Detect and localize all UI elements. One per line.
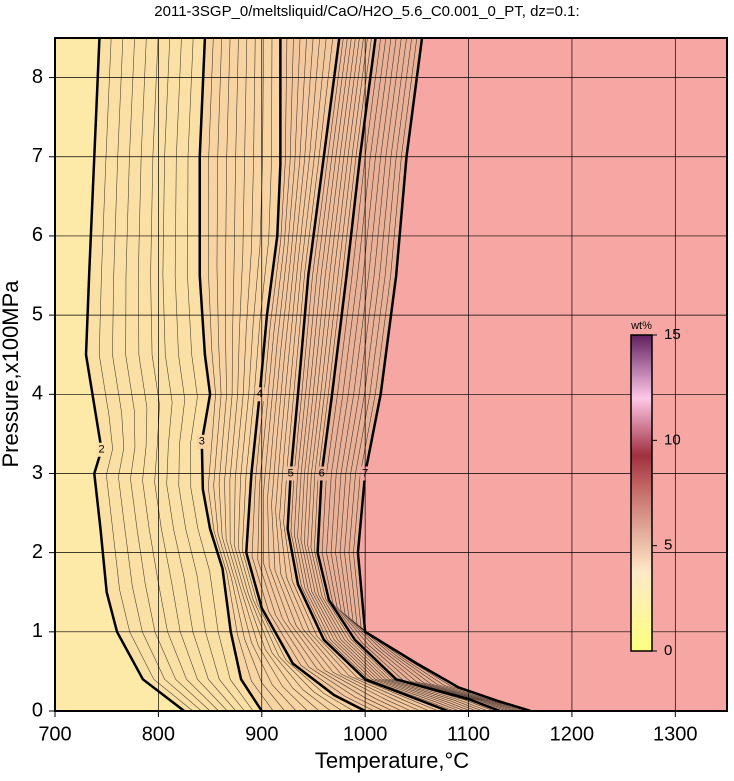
colorbar-tick-label: 0 (664, 642, 672, 659)
thin-contour (263, 38, 393, 711)
overlay: 700 800 900 1000 1100 1200 1300 0 1 2 3 4 5 6 7 8 wt% 0 5 1… (32, 37, 728, 745)
contour-label-bg (96, 442, 107, 457)
y-tick-label: 5 (32, 303, 43, 325)
y-tick-label: 8 (32, 66, 43, 88)
thin-contour (251, 38, 375, 711)
thin-contour (162, 38, 237, 711)
thin-contour (213, 38, 285, 711)
y-tick-label: 4 (32, 383, 43, 405)
thin-contour (283, 38, 439, 711)
thin-contour (241, 38, 354, 711)
thin-contour (98, 38, 194, 711)
contour-label-bg (196, 434, 207, 449)
chart-title: 2011-3SGP_0/meltsliquid/CaO/H2O_5.6_C0.0… (154, 3, 579, 20)
thin-contour (257, 38, 384, 711)
x-tick-label: 1300 (653, 723, 698, 745)
y-tick-label: 2 (32, 541, 43, 563)
x-tick-label: 1000 (343, 723, 388, 745)
contour-label: 3 (199, 436, 205, 448)
thin-contour (187, 38, 254, 711)
y-tick-label: 6 (32, 224, 43, 246)
y-tick-label: 7 (32, 145, 43, 167)
contour-line (198, 38, 263, 711)
y-tick-label: 3 (32, 462, 43, 484)
thin-contour (275, 38, 421, 711)
x-tick-label: 900 (245, 723, 278, 745)
colorbar (630, 334, 653, 652)
thin-contour (233, 38, 331, 711)
thin-contour (267, 38, 403, 711)
thin-contour (137, 38, 219, 711)
x-tick-label: 1200 (550, 723, 595, 745)
contour-fill (357, 38, 727, 711)
x-axis-label: Temperature,°C (315, 748, 469, 773)
colorbar-label: wt% (630, 320, 652, 332)
colorbar-tick-label: 15 (664, 326, 681, 343)
thin-contour (112, 38, 202, 711)
thin-contour (207, 38, 274, 711)
colorbar-tick-label: 10 (664, 431, 681, 448)
thin-contour (229, 38, 320, 711)
contour-label: 2 (98, 444, 104, 456)
y-tick-label: 0 (32, 699, 43, 721)
y-axis-label: Pressure,x100MPa (0, 280, 23, 468)
x-tick-label: 700 (38, 723, 71, 745)
y-tick-label: 1 (32, 620, 43, 642)
thin-contour (224, 38, 308, 711)
x-tick-label: 800 (142, 723, 175, 745)
x-tick-label: 1100 (447, 723, 490, 745)
thin-contour (150, 38, 228, 711)
colorbar-tick-label: 5 (664, 537, 672, 554)
thin-contour (218, 38, 297, 711)
plot-frame (54, 37, 728, 712)
contour-line (84, 38, 185, 711)
thin-contour (271, 38, 412, 711)
thin-contour (237, 38, 343, 711)
thin-contour (174, 38, 245, 711)
thin-contour (279, 38, 430, 711)
